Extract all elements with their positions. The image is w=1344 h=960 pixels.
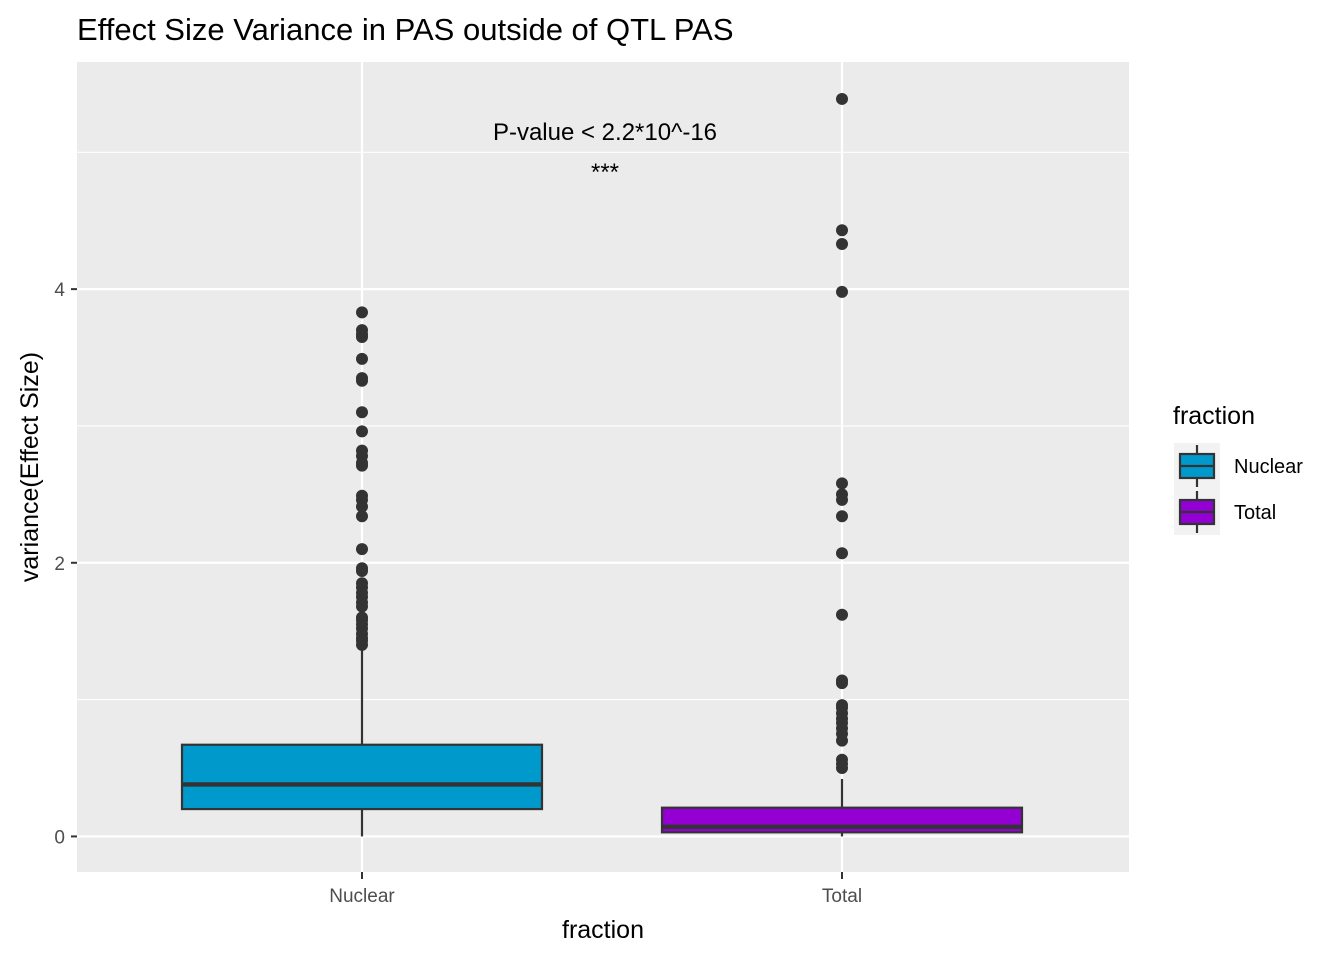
legend-title: fraction — [1173, 402, 1255, 430]
outlier-point — [836, 762, 848, 775]
outlier-point — [356, 543, 368, 556]
p-value-annotation: P-value < 2.2*10^-16 — [493, 119, 717, 146]
outlier-point — [836, 92, 848, 105]
significance-annotation: *** — [591, 159, 619, 186]
chart-title: Effect Size Variance in PAS outside of Q… — [77, 12, 734, 47]
outlier-point — [356, 306, 368, 319]
outlier-point — [836, 734, 848, 747]
outlier-point — [836, 477, 848, 490]
outlier-point — [836, 493, 848, 506]
outlier-point — [356, 425, 368, 438]
outlier-point — [836, 285, 848, 298]
outlier-point — [356, 406, 368, 419]
x-axis-title: fraction — [562, 916, 644, 944]
y-tick-label: 4 — [54, 280, 65, 301]
outlier-point — [356, 331, 368, 344]
outlier-point — [356, 352, 368, 365]
y-tick-label: 2 — [54, 554, 65, 575]
legend: fraction Nuclear Total — [1173, 402, 1303, 535]
outlier-point — [356, 510, 368, 523]
outlier-point — [356, 564, 368, 577]
legend-label: Nuclear — [1234, 456, 1303, 478]
outlier-point — [356, 500, 368, 513]
outlier-point — [836, 608, 848, 621]
outlier-point — [356, 459, 368, 472]
x-tick-label: Nuclear — [329, 886, 395, 907]
outlier-point — [836, 510, 848, 523]
y-tick-label: 0 — [54, 827, 65, 848]
boxes-layer — [180, 92, 1024, 837]
outlier-point — [836, 224, 848, 237]
legend-label: Total — [1234, 502, 1276, 524]
x-tick-label: Total — [822, 886, 862, 907]
y-axis: 0 2 4 — [54, 280, 77, 848]
outlier-point — [356, 600, 368, 613]
iqr-box — [180, 743, 544, 811]
y-axis-title: variance(Effect Size) — [16, 352, 44, 582]
plot-panel — [77, 62, 1129, 872]
outlier-point — [356, 374, 368, 387]
outlier-point — [836, 677, 848, 690]
outlier-point — [836, 237, 848, 250]
box-nuclear — [180, 306, 544, 837]
outlier-point — [836, 547, 848, 560]
x-axis: Nuclear Total — [329, 872, 862, 907]
box-total — [660, 92, 1024, 837]
legend-key-nuclear: Nuclear — [1174, 443, 1303, 489]
legend-key-total: Total — [1174, 489, 1276, 535]
outlier-point — [356, 638, 368, 651]
